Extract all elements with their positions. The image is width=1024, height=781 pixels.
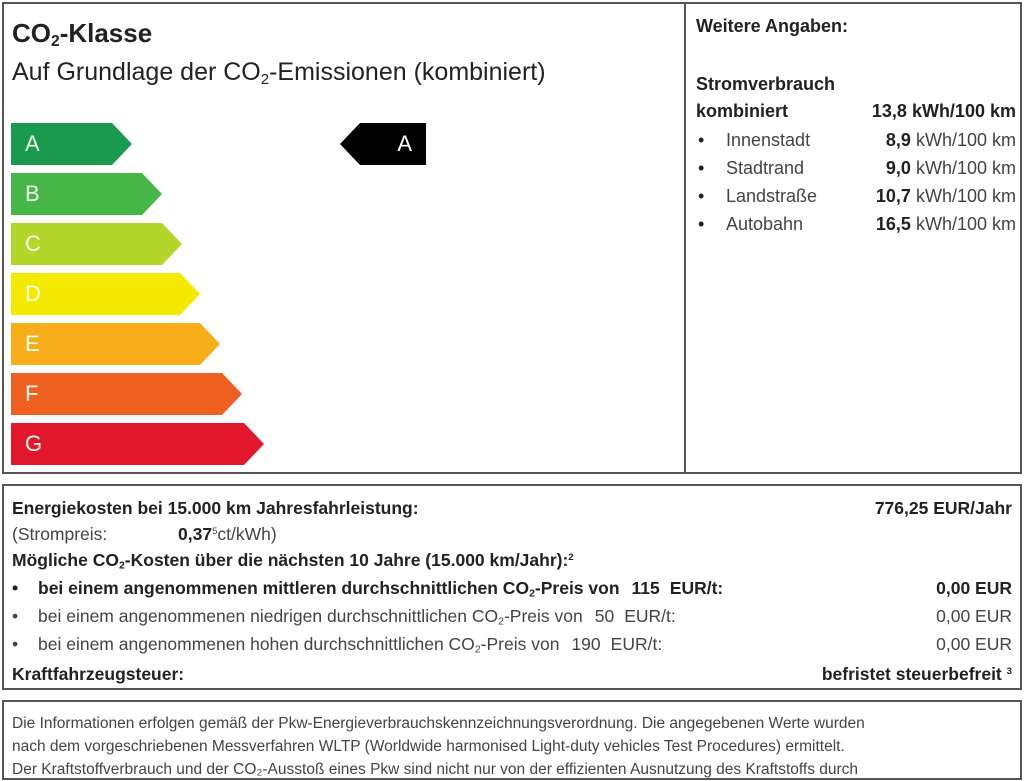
- consumption-heading: Stromverbrauch: [696, 74, 836, 94]
- class-letter: D: [25, 281, 41, 306]
- consumption-item: • Stadtrand 9,0 kWh/100 km: [698, 158, 1016, 178]
- consumption-item: • Innenstadt 8,9 kWh/100 km: [698, 130, 1016, 150]
- co2-costs-heading: Mögliche CO2-Kosten über die nächsten 10…: [12, 550, 574, 572]
- current-class-letter: A: [397, 131, 412, 156]
- class-arrow-shape: [11, 323, 220, 365]
- class-letter: F: [25, 381, 39, 406]
- class-letter: B: [25, 181, 40, 206]
- co2-class-scale: CO2-Klasse Auf Grundlage der CO2-Emissio…: [4, 4, 686, 472]
- class-arrow-shape: [11, 173, 162, 215]
- costs-panel: Energiekosten bei 15.000 km Jahresfahrle…: [2, 484, 1022, 690]
- co2-class-title: CO2-Klasse: [12, 18, 153, 50]
- consumption-item: • Landstraße 10,7 kWh/100 km: [698, 186, 1016, 206]
- footnote-line: Die Informationen erfolgen gemäß der Pkw…: [12, 715, 865, 732]
- co2-class-subtitle: Auf Grundlage der CO2-Emissionen (kombin…: [12, 58, 546, 88]
- energy-cost-row: Energiekosten bei 15.000 km Jahresfahrle…: [12, 498, 1012, 518]
- electricity-price-row: (Strompreis: 0,375ct/kWh): [12, 524, 277, 544]
- class-arrow-shape: [11, 273, 200, 315]
- class-arrow-shape: [11, 123, 132, 165]
- class-letter: E: [25, 331, 40, 356]
- class-arrow-shape: [11, 373, 242, 415]
- co2-cost-scenario: • bei einem angenommenen mittleren durchs…: [12, 578, 1012, 600]
- footnote-line: Der Kraftstoffverbrauch und der CO₂-Auss…: [12, 761, 859, 778]
- vehicle-tax-row: Kraftfahrzeugsteuer: befristet steuerbef…: [12, 664, 1012, 684]
- co2-cost-scenario: • bei einem angenommenen hohen durchschni…: [12, 634, 1012, 656]
- consumption-item: • Autobahn 16,5 kWh/100 km: [698, 214, 1016, 234]
- co2-class-panel: CO2-Klasse Auf Grundlage der CO2-Emissio…: [2, 2, 1022, 474]
- current-class-indicator: A: [340, 123, 426, 165]
- class-letter: G: [25, 431, 43, 456]
- co2-cost-scenario: • bei einem angenommenen niedrigen durchs…: [12, 606, 1012, 628]
- further-details: Weitere Angaben: Stromverbrauch kombinie…: [688, 4, 1020, 472]
- combined-row: kombiniert 13,8 kWh/100 km: [696, 101, 1016, 121]
- footnote-line: nach dem vorgeschriebenen Messverfahren …: [12, 738, 845, 755]
- indicator-arrow-shape: [340, 123, 426, 165]
- legal-footnote: Die Informationen erfolgen gemäß der Pkw…: [2, 700, 1022, 780]
- class-letter: C: [25, 231, 41, 256]
- class-letter: A: [25, 131, 40, 156]
- class-arrow-shape: [11, 423, 264, 465]
- details-heading: Weitere Angaben:: [696, 16, 849, 36]
- class-arrow-shape: [11, 223, 182, 265]
